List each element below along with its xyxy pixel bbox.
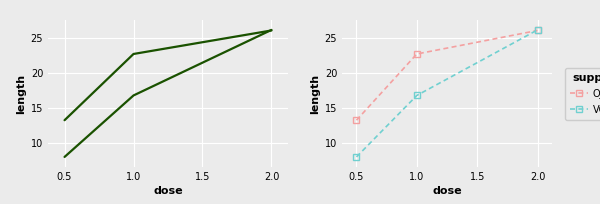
X-axis label: dose: dose [153,186,183,196]
Y-axis label: length: length [16,74,26,114]
X-axis label: dose: dose [432,186,462,196]
Y-axis label: length: length [310,74,320,114]
Legend: OJ, VC: OJ, VC [565,68,600,120]
